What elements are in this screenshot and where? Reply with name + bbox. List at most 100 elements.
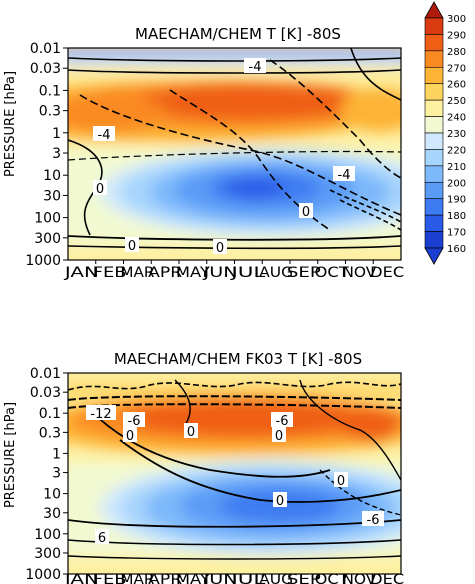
y-tick-label: 300 xyxy=(34,546,61,562)
y-tick-label: 0.3 xyxy=(39,425,61,441)
colorbar-swatch xyxy=(424,83,444,101)
x-tick-label: FEB xyxy=(93,265,127,281)
colorbar-max-arrow xyxy=(424,1,444,19)
colorbar-label: 230 xyxy=(447,129,466,140)
colorbar-min-arrow xyxy=(424,247,444,265)
colorbar-swatch xyxy=(424,116,444,134)
x-tick-label: NOV xyxy=(342,265,376,281)
x-tick-label: JUL xyxy=(230,572,266,584)
contour-label: 0 xyxy=(337,474,345,489)
x-tick-label: SEP xyxy=(287,265,321,281)
x-tick-label: OCT xyxy=(315,572,350,584)
y-tick-label: 1 xyxy=(52,126,61,142)
y-tick-label: 100 xyxy=(34,527,61,543)
x-tick-label: AUG xyxy=(259,265,293,281)
x-tick-label: FEB xyxy=(93,572,127,584)
contour-label: 0 xyxy=(302,205,310,220)
contour-label: 0 xyxy=(275,429,283,444)
colorbar-label: 180 xyxy=(447,211,466,222)
colorbar-label: 160 xyxy=(447,244,466,255)
colorbar: 300 290 280 270 260 250 240 230 220 210 200 190 180 1… xyxy=(424,1,466,265)
x-tick-label: JAN xyxy=(63,572,98,584)
x-tick-label: OCT xyxy=(315,265,350,281)
y-tick-label: 10 xyxy=(43,168,61,184)
colorbar-label: 190 xyxy=(447,195,466,206)
y-tick-label: 0.03 xyxy=(30,61,61,77)
panel-2-field xyxy=(68,373,401,574)
y-tick-label: 30 xyxy=(43,506,61,522)
colorbar-swatch xyxy=(424,50,444,68)
contour-label: -4 xyxy=(338,168,351,183)
colorbar-label: 280 xyxy=(447,47,466,58)
y-tick-label: 0.01 xyxy=(30,366,61,382)
colorbar-label: 170 xyxy=(447,228,466,239)
y-tick-label: 0.3 xyxy=(39,104,61,120)
colorbar-label: 220 xyxy=(447,145,466,156)
colorbar-swatch xyxy=(424,132,444,150)
contour-label: 0 xyxy=(128,239,136,254)
contour-label: 0 xyxy=(187,425,195,440)
colorbar-label: 290 xyxy=(447,30,466,41)
x-tick-label: JAN xyxy=(63,265,98,281)
contour-label: 0 xyxy=(276,494,284,509)
x-tick-label: MAR xyxy=(120,265,154,281)
x-tick-label: SEP xyxy=(287,572,321,584)
contour-label: 0 xyxy=(216,241,224,256)
contour-label: -6 xyxy=(276,414,289,429)
y-tick-label: 0.01 xyxy=(30,41,61,57)
contour-label: -12 xyxy=(90,407,111,422)
x-tick-label: APR xyxy=(148,572,182,584)
colorbar-label: 210 xyxy=(447,162,466,173)
panel-1-field xyxy=(68,48,401,260)
x-tick-label: MAY xyxy=(176,572,211,584)
colorbar-swatch xyxy=(424,99,444,117)
y-tick-label: 0.03 xyxy=(30,385,61,401)
contour-label: -6 xyxy=(367,513,380,528)
x-tick-label: MAY xyxy=(176,265,211,281)
colorbar-swatch xyxy=(424,66,444,85)
y-tick-label: 100 xyxy=(34,211,61,227)
contour-label: 6 xyxy=(98,531,106,546)
y-tick-label: 30 xyxy=(43,188,61,204)
colorbar-label: 300 xyxy=(447,14,466,25)
x-tick-label: JUL xyxy=(230,265,266,281)
panel-2-title: MAECHAM/CHEM FK03 T [K] -80S xyxy=(114,350,362,368)
colorbar-swatch xyxy=(424,231,444,249)
y-tick-label: 10 xyxy=(43,487,61,503)
colorbar-swatch xyxy=(424,34,444,52)
contour-label: 0 xyxy=(126,429,134,444)
panel-1-y-axis-label: PRESSURE [hPa] xyxy=(3,71,18,177)
y-tick-label: 3 xyxy=(52,466,61,482)
panel-2-y-axis-label: PRESSURE [hPa] xyxy=(3,402,18,508)
contour-label: 0 xyxy=(96,182,104,197)
colorbar-label: 250 xyxy=(447,96,466,107)
contour-label: -4 xyxy=(98,128,111,143)
x-tick-label: NOV xyxy=(342,572,376,584)
colorbar-label: 200 xyxy=(447,178,466,189)
colorbar-swatch xyxy=(424,214,444,232)
x-tick-label: MAR xyxy=(120,572,154,584)
panel-2-contour-labels: -12 -6 0 -6 0 0 0 0 -6 6 xyxy=(86,405,384,546)
colorbar-label: 240 xyxy=(447,113,466,124)
y-tick-label: 0.1 xyxy=(39,83,61,99)
panel-1-contour-labels: -4 -4 -4 0 0 0 0 xyxy=(93,58,355,256)
y-tick-label: 300 xyxy=(34,231,61,247)
x-tick-label: DEC xyxy=(370,265,404,281)
x-tick-label: APR xyxy=(148,265,182,281)
y-tick-label: 1000 xyxy=(25,567,61,583)
x-tick-label: JUN xyxy=(202,265,237,281)
x-tick-label: JUN xyxy=(202,572,237,584)
panel-2: MAECHAM/CHEM FK03 T [K] -80S xyxy=(3,350,404,584)
y-tick-label: 0.1 xyxy=(39,406,61,422)
colorbar-swatch xyxy=(424,17,444,35)
panel-2-y-ticks: 0.01 0.03 0.1 0.3 1 3 10 30 100 300 1000 xyxy=(25,366,68,583)
contour-label: -6 xyxy=(128,414,141,429)
x-tick-label: DEC xyxy=(370,572,404,584)
colorbar-swatch xyxy=(424,165,444,183)
colorbar-label: 270 xyxy=(447,63,466,74)
colorbar-swatch xyxy=(424,149,444,167)
y-tick-label: 3 xyxy=(52,146,61,162)
